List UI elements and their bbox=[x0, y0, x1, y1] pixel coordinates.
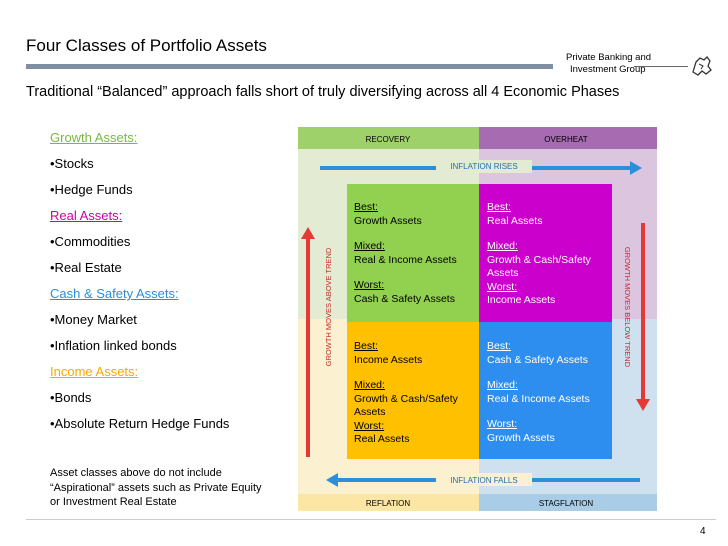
brand-divider bbox=[634, 66, 688, 67]
best-label: Best: bbox=[354, 340, 378, 352]
asset-class-heading: Income Assets: bbox=[50, 364, 139, 379]
mixed-value: Real & Income Assets bbox=[487, 392, 590, 405]
worst-label: Worst: bbox=[354, 419, 385, 432]
asset-item: •Absolute Return Hedge Funds bbox=[50, 416, 230, 431]
economic-phase-matrix: RECOVERY OVERHEAT REFLATION STAGFLATION … bbox=[298, 127, 657, 511]
overheat-cell-text: Best: Real Assets Mixed: Growth & Cash/S… bbox=[487, 201, 611, 308]
worst-value: Cash & Safety Assets bbox=[354, 292, 455, 305]
brand-text: Private Banking and Investment Group bbox=[566, 52, 651, 76]
phase-recovery: RECOVERY bbox=[366, 135, 411, 144]
asset-item: •Hedge Funds bbox=[50, 182, 133, 197]
recovery-header bbox=[298, 127, 479, 149]
growth-above-arrowhead bbox=[301, 227, 315, 239]
worst-value: Real Assets bbox=[354, 433, 410, 445]
footnote: Asset classes above do not include “Aspi… bbox=[50, 467, 262, 508]
reflation-cell-text: Best: Income Assets Mixed: Growth & Cash… bbox=[354, 340, 478, 447]
brand-line-1: Private Banking and bbox=[566, 52, 652, 63]
title-rule bbox=[26, 64, 553, 69]
asset-class-heading: Cash & Safety Assets: bbox=[50, 286, 179, 301]
asset-item: •Commodities bbox=[50, 234, 131, 249]
best-value: Real Assets bbox=[487, 214, 543, 227]
asset-class-heading: Growth Assets: bbox=[50, 130, 138, 145]
bank-logo-icon bbox=[692, 56, 712, 76]
best-label: Best: bbox=[487, 201, 511, 213]
mixed-value: Growth & Cash/Safety Assets bbox=[354, 392, 458, 419]
asset-item: •Stocks bbox=[50, 156, 94, 171]
mixed-label: Mixed: bbox=[354, 379, 385, 391]
inflation-falls-arrowhead bbox=[326, 473, 338, 487]
worst-label: Worst: bbox=[487, 418, 518, 430]
asset-class-heading: Real Assets: bbox=[50, 208, 123, 223]
best-value: Cash & Safety Assets bbox=[487, 353, 588, 366]
growth-above-label: GROWTH MOVES ABOVE TREND bbox=[324, 247, 333, 366]
worst-value: Growth Assets bbox=[487, 431, 555, 444]
stagflation-cell bbox=[479, 322, 612, 459]
overheat-header bbox=[479, 127, 657, 149]
slide-subtitle: Traditional “Balanced” approach falls sh… bbox=[26, 84, 620, 100]
best-value: Growth Assets bbox=[354, 214, 422, 227]
asset-item: •Real Estate bbox=[50, 260, 122, 275]
best-value: Income Assets bbox=[354, 353, 423, 366]
stagflation-cell-text: Best: Cash & Safety Assets Mixed: Real &… bbox=[487, 340, 611, 445]
asset-item: •Bonds bbox=[50, 390, 92, 405]
inflation-rises-label: INFLATION RISES bbox=[450, 162, 517, 171]
mixed-label: Mixed: bbox=[487, 240, 518, 252]
mixed-label: Mixed: bbox=[354, 240, 385, 252]
slide-title: Four Classes of Portfolio Assets bbox=[26, 36, 267, 55]
growth-below-arrowhead bbox=[636, 399, 650, 411]
asset-item: •Inflation linked bonds bbox=[50, 338, 177, 353]
asset-class-list: Growth Assets: •Stocks •Hedge Funds Real As… bbox=[50, 129, 290, 441]
mixed-value: Real & Income Assets bbox=[354, 253, 457, 266]
brand-line-2: Investment Group bbox=[570, 64, 646, 75]
mixed-label: Mixed: bbox=[487, 379, 518, 391]
phase-overheat: OVERHEAT bbox=[544, 135, 588, 144]
page-number: 4 bbox=[700, 526, 706, 537]
mixed-value: Growth & Cash/Safety Assets bbox=[487, 253, 591, 280]
reflation-footer bbox=[298, 494, 479, 511]
phase-stagflation: STAGFLATION bbox=[539, 499, 594, 508]
asset-item: •Money Market bbox=[50, 312, 137, 327]
inflation-rises-arrowhead bbox=[630, 161, 642, 175]
worst-label: Worst: bbox=[487, 280, 518, 293]
best-label: Best: bbox=[487, 340, 511, 352]
inflation-falls-label: INFLATION FALLS bbox=[450, 476, 517, 485]
growth-below-label: GROWTH MOVES BELOW TREND bbox=[623, 247, 632, 368]
best-label: Best: bbox=[354, 201, 378, 213]
worst-value: Income Assets bbox=[487, 294, 556, 306]
stagflation-footer bbox=[479, 494, 657, 511]
worst-label: Worst: bbox=[354, 279, 385, 291]
reflation-cell bbox=[347, 322, 479, 459]
overheat-cell bbox=[479, 184, 612, 322]
phase-reflation: REFLATION bbox=[366, 499, 411, 508]
recovery-cell bbox=[347, 184, 479, 322]
footer-rule bbox=[26, 519, 716, 520]
recovery-cell-text: Best: Growth Assets Mixed: Real & Income… bbox=[354, 201, 480, 306]
